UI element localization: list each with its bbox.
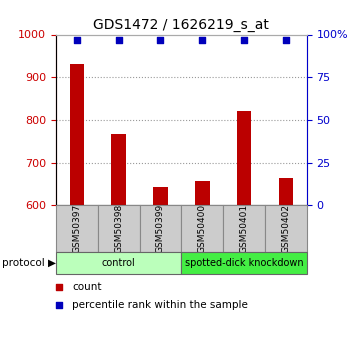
Bar [237,111,252,205]
Text: GSM50397: GSM50397 [72,204,81,253]
Bar [195,181,210,205]
Text: GSM50401: GSM50401 [240,204,249,253]
Text: GSM50400: GSM50400 [198,204,207,253]
Bar [56,252,181,274]
Point [74,37,80,42]
Bar [140,205,181,252]
Point [56,302,62,307]
Bar [111,134,126,205]
Text: GSM50402: GSM50402 [282,204,291,253]
Text: count: count [72,283,101,292]
Text: GSM50398: GSM50398 [114,204,123,253]
Bar [56,205,98,252]
Text: control: control [102,258,135,268]
Bar [181,205,223,252]
Text: spotted-dick knockdown: spotted-dick knockdown [185,258,304,268]
Text: protocol ▶: protocol ▶ [2,258,56,268]
Bar [265,205,307,252]
Bar [223,205,265,252]
Point [283,37,289,42]
Point [241,37,247,42]
Point [56,285,62,290]
Bar [279,178,293,205]
Point [199,37,205,42]
Title: GDS1472 / 1626219_s_at: GDS1472 / 1626219_s_at [93,18,269,32]
Bar [153,187,168,205]
Bar [98,205,140,252]
Point [158,37,164,42]
Bar [70,65,84,205]
Text: percentile rank within the sample: percentile rank within the sample [72,300,248,309]
Bar [181,252,307,274]
Text: GSM50399: GSM50399 [156,204,165,253]
Point [116,37,122,42]
